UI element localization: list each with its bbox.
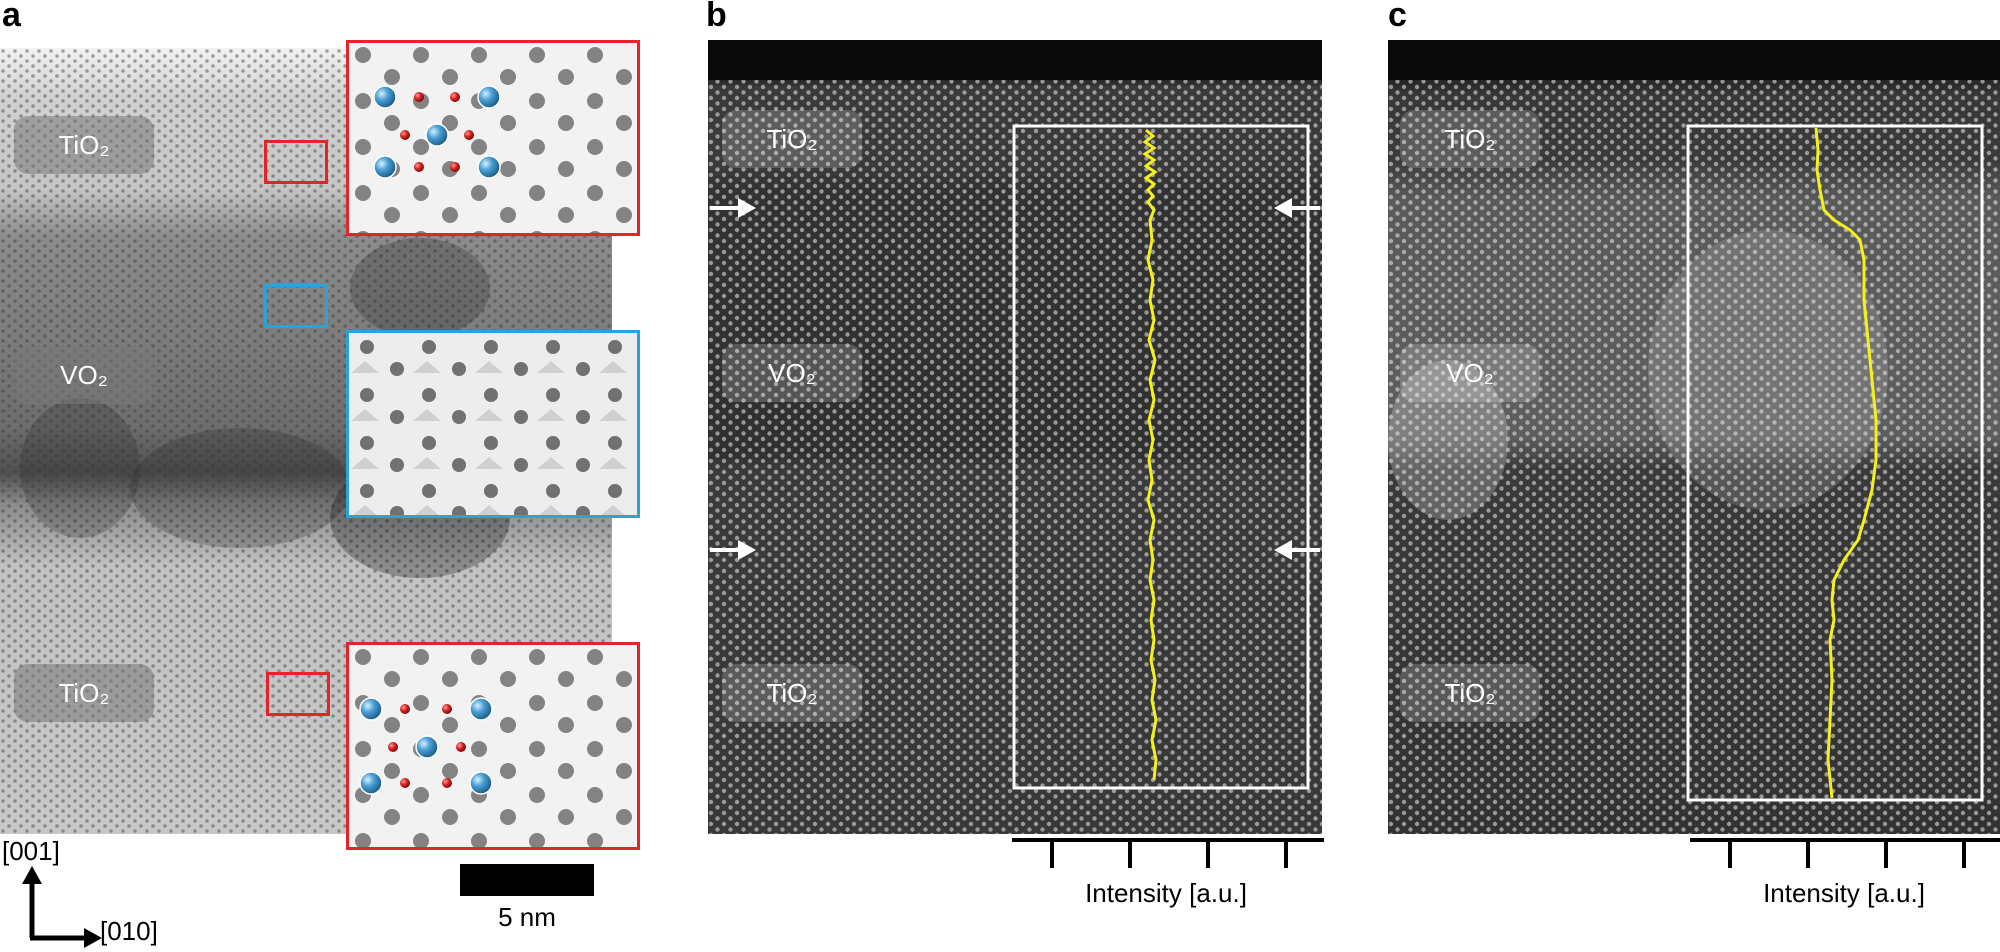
panel-c-overlay — [1686, 124, 1984, 802]
inset-vo2 — [346, 330, 640, 518]
panel-b-label-tio2-bottom: TiO₂ — [722, 664, 862, 722]
panel-c-letter: c — [1388, 0, 1407, 34]
panel-c-label-vo2: VO₂ — [1400, 344, 1540, 402]
axis-label-001: [001] — [2, 836, 60, 866]
tio2-atom-model-bottom — [359, 697, 493, 795]
panel-c-label-tio2-top: TiO₂ — [1400, 110, 1540, 168]
panel-a-label-tio2-bottom: TiO₂ — [14, 664, 154, 722]
blue-marker-box — [264, 284, 328, 328]
panel-b-label-vo2: VO₂ — [722, 344, 862, 402]
panel-b-intensity-label: Intensity [a.u.] — [1085, 878, 1247, 908]
panel-c-intensity-axis — [1690, 838, 2000, 868]
red-marker-box-bottom — [266, 672, 330, 716]
orientation-arrows-icon — [22, 866, 102, 948]
inset-tio2-top — [346, 40, 640, 236]
scale-bar-label: 5 nm — [498, 902, 556, 932]
panel-c-label-tio2-bottom: TiO₂ — [1400, 664, 1540, 722]
panel-c-haadf-image — [1388, 40, 2000, 834]
tio2-atom-model-top — [373, 85, 501, 179]
scale-bar — [460, 864, 594, 896]
axis-label-010: [010] — [100, 916, 158, 946]
panel-b-letter: b — [706, 0, 727, 34]
interface-arrow-right-top-icon — [1274, 198, 1320, 218]
interface-arrow-left-top-icon — [710, 198, 756, 218]
panel-a-letter: a — [2, 0, 21, 34]
inset-tio2-bottom — [346, 642, 640, 850]
panel-b-label-tio2-top: TiO₂ — [722, 110, 862, 168]
panel-b-overlay — [710, 124, 1320, 790]
panel-b-integration-window — [1012, 124, 1310, 790]
panel-b-intensity-axis — [1012, 838, 1324, 868]
interface-arrow-right-bottom-icon — [1274, 540, 1320, 560]
panel-c-intensity-profile — [1814, 127, 1878, 799]
panel-c-intensity-label: Intensity [a.u.] — [1763, 878, 1925, 908]
panel-b-intensity-profile — [1142, 128, 1158, 781]
red-marker-box-top — [264, 140, 328, 184]
panel-a-label-vo2: VO₂ — [14, 346, 154, 404]
interface-arrow-left-bottom-icon — [710, 540, 756, 560]
panel-c-integration-window — [1686, 124, 1984, 802]
panel-a-label-tio2-top: TiO₂ — [14, 116, 154, 174]
